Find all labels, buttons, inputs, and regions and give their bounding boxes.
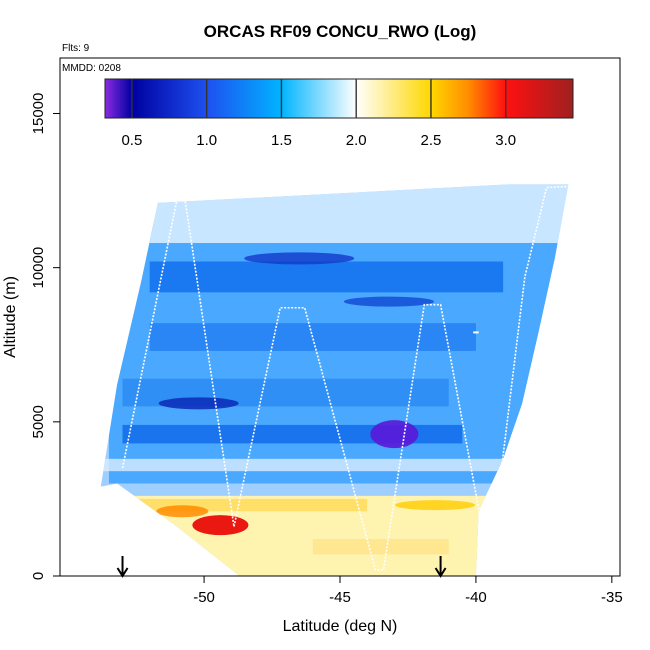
data-swath: [100, 184, 569, 576]
swath-orange-streak: [156, 505, 209, 518]
x-tick-label-0: -50: [193, 589, 215, 606]
colorbar: 0.5 1.0 1.5 2.0 2.5 3.0: [104, 78, 574, 149]
y-tick-label-3: 15000: [30, 93, 47, 135]
colorbar-tick-label-4: 2.5: [421, 132, 442, 149]
swath-yellow-streak: [395, 500, 476, 511]
date-annotation: MMDD: 0208: [62, 63, 121, 74]
y-tick-label-1: 5000: [30, 405, 47, 438]
swath-dark-streak-1: [158, 397, 239, 410]
swath-band-3600: [100, 458, 531, 472]
chart-title: ORCAS RF09 CONCU_RWO (Log): [204, 22, 477, 41]
x-tick-label-2: -40: [465, 589, 487, 606]
swath-dark-streak-2: [244, 252, 355, 265]
swath-dark-streak-3: [343, 296, 434, 307]
colorbar-tick-label-3: 2.0: [346, 132, 367, 149]
y-tick-label-0: 0: [30, 572, 47, 580]
flights-annotation: Flts: 9: [62, 43, 90, 54]
plot-area: [100, 183, 610, 578]
colorbar-tick-label-1: 1.0: [196, 132, 217, 149]
x-tick-label-1: -45: [329, 589, 351, 606]
x-tick-label-3: -35: [601, 589, 623, 606]
y-tick-label-2: 10000: [30, 247, 47, 289]
x-axis-label: Latitude (deg N): [283, 618, 398, 635]
colorbar-tick-label-2: 1.5: [271, 132, 292, 149]
flight-track: [121, 183, 610, 571]
swath-max-blob: [192, 515, 249, 536]
swath-min-blob: [370, 420, 419, 449]
swath-upper-layer: [100, 184, 569, 243]
axes: -50 -45 -40 -35 0 5000 10000 15000: [30, 57, 623, 606]
y-axis-label: Altitude (m): [2, 276, 19, 358]
swath-band-1000: [312, 539, 449, 555]
colorbar-tick-label-5: 3.0: [495, 132, 516, 149]
swath-band-9500: [149, 261, 504, 293]
colorbar-gradient: [104, 78, 574, 119]
colorbar-tick-label-0: 0.5: [121, 132, 142, 149]
